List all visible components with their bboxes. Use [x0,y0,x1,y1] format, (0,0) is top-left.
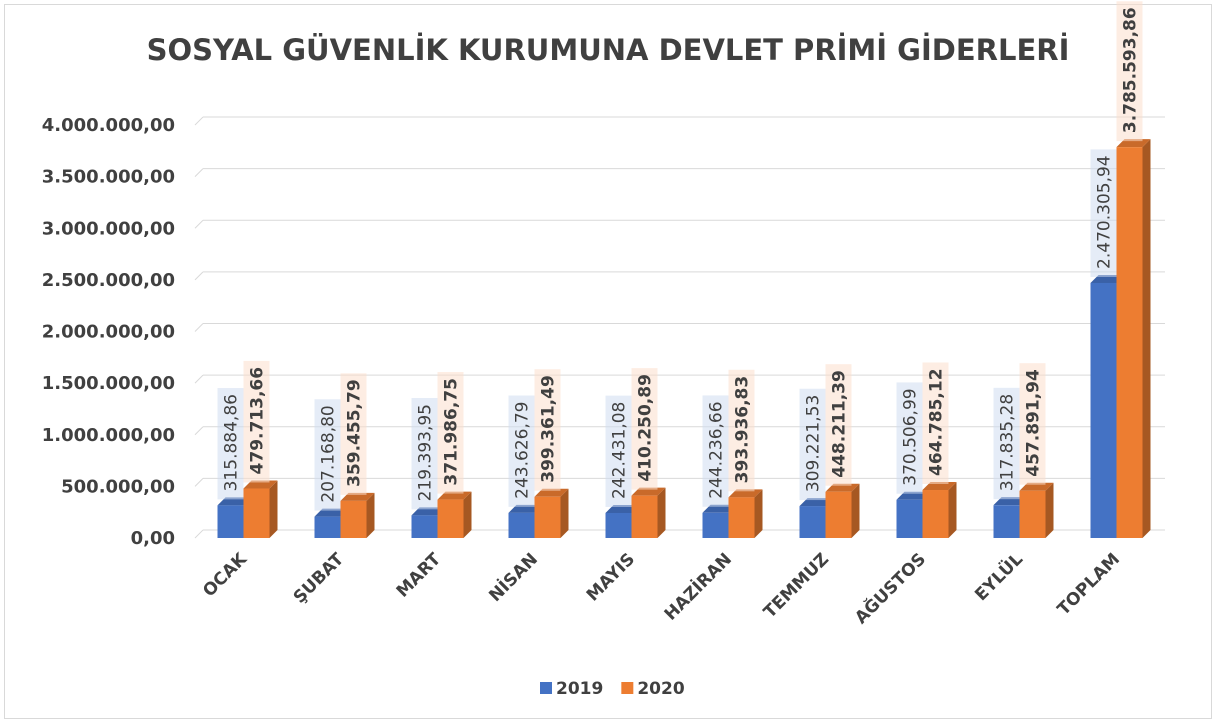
bar-side [851,483,860,538]
bar [702,512,729,538]
bar [534,496,561,538]
data-label-box [605,395,632,507]
bar [243,488,270,538]
legend-label: 2020 [637,679,684,699]
data-label: 207.168,80 [319,405,339,502]
data-label-box [702,395,729,507]
y-tick-label: 1.000.000,00 [42,425,175,446]
data-label-box [534,369,561,491]
data-label-box [217,388,244,500]
data-label: 317.835,28 [998,394,1018,491]
bar-side [1142,139,1151,538]
y-tick-label: 500.000,00 [61,476,175,497]
chart-border [4,4,1212,719]
bar [1116,147,1143,538]
legend-swatch [621,682,634,694]
grid-line-slant [194,426,204,436]
bar-side [1045,482,1054,538]
data-label-box [728,369,755,492]
data-label-box [799,388,826,501]
data-label-box [1116,1,1143,142]
data-label: 243.626,79 [513,402,533,499]
chart-title: SOSYAL GÜVENLİK KURUMUNA DEVLET PRİMİ Gİ… [147,33,1070,67]
grid-line-slant [194,219,204,229]
bar [825,491,852,538]
data-label: 315.884,86 [222,394,242,491]
data-label: 219.393,95 [416,404,436,501]
bar-side [948,482,957,538]
bar-side [754,489,763,538]
grid-line-slant [194,478,204,487]
y-tick-label: 0,00 [131,528,175,549]
bar [631,495,658,538]
data-label: 399.361,49 [539,375,559,483]
grid-line-slant [194,116,204,126]
data-label-box [437,372,464,494]
y-tick-label: 4.000.000,00 [42,115,175,136]
bar [314,516,341,538]
data-label-box [314,399,341,511]
grid-line-slant [194,168,204,177]
bar [799,506,826,538]
data-label-box [993,387,1020,500]
y-tick-label: 3.500.000,00 [42,167,175,188]
bar [437,499,464,538]
data-label: 448.211,39 [830,370,850,478]
data-label-box [1019,363,1046,485]
bar [728,497,755,538]
bar [922,490,949,538]
data-label-box [896,382,923,494]
bar-side [366,492,375,538]
data-label: 3.785.593,86 [1121,7,1141,133]
data-label-box [340,373,367,495]
grid-line-slant [194,323,204,332]
data-label: 2.470.305,94 [1095,155,1115,269]
bar-side [269,480,278,538]
bar [605,512,632,538]
data-label: 370.506,99 [901,388,921,485]
data-label: 371.986,75 [442,378,462,486]
bar [411,515,438,538]
data-label: 393.936,83 [733,376,753,484]
data-label-box [1090,149,1117,277]
grid-line-slant [194,529,204,539]
data-label-box [411,398,438,510]
grid-line-slant [194,374,204,384]
bar [340,500,367,538]
data-label: 309.221,53 [804,395,824,492]
data-label: 479.713,66 [248,367,268,475]
bar-side [560,488,569,538]
bar [993,505,1020,538]
data-label-box [243,360,270,483]
data-label-box [825,364,852,486]
data-label-box [508,395,535,507]
y-tick-label: 1.500.000,00 [42,373,175,394]
data-label: 410.250,89 [636,374,656,482]
data-label: 244.236,66 [707,401,727,498]
data-label: 457.891,94 [1024,369,1044,477]
bar [1019,490,1046,538]
legend-swatch [540,682,552,694]
data-label: 464.785,12 [927,368,947,476]
y-tick-label: 3.000.000,00 [42,218,175,239]
bar-side [657,487,666,538]
bar [1090,282,1117,538]
y-tick-label: 2.000.000,00 [42,322,175,343]
data-label-box [631,368,658,490]
y-tick-label: 2.500.000,00 [42,270,175,291]
bar-side [463,491,472,538]
bar [217,505,244,538]
data-label: 359.455,79 [345,379,365,487]
data-label-box [922,362,949,485]
bar [508,512,535,538]
grid-line-slant [194,271,204,281]
legend-label: 2019 [556,679,603,699]
bar [896,499,923,538]
data-label: 242.431,08 [610,402,630,499]
